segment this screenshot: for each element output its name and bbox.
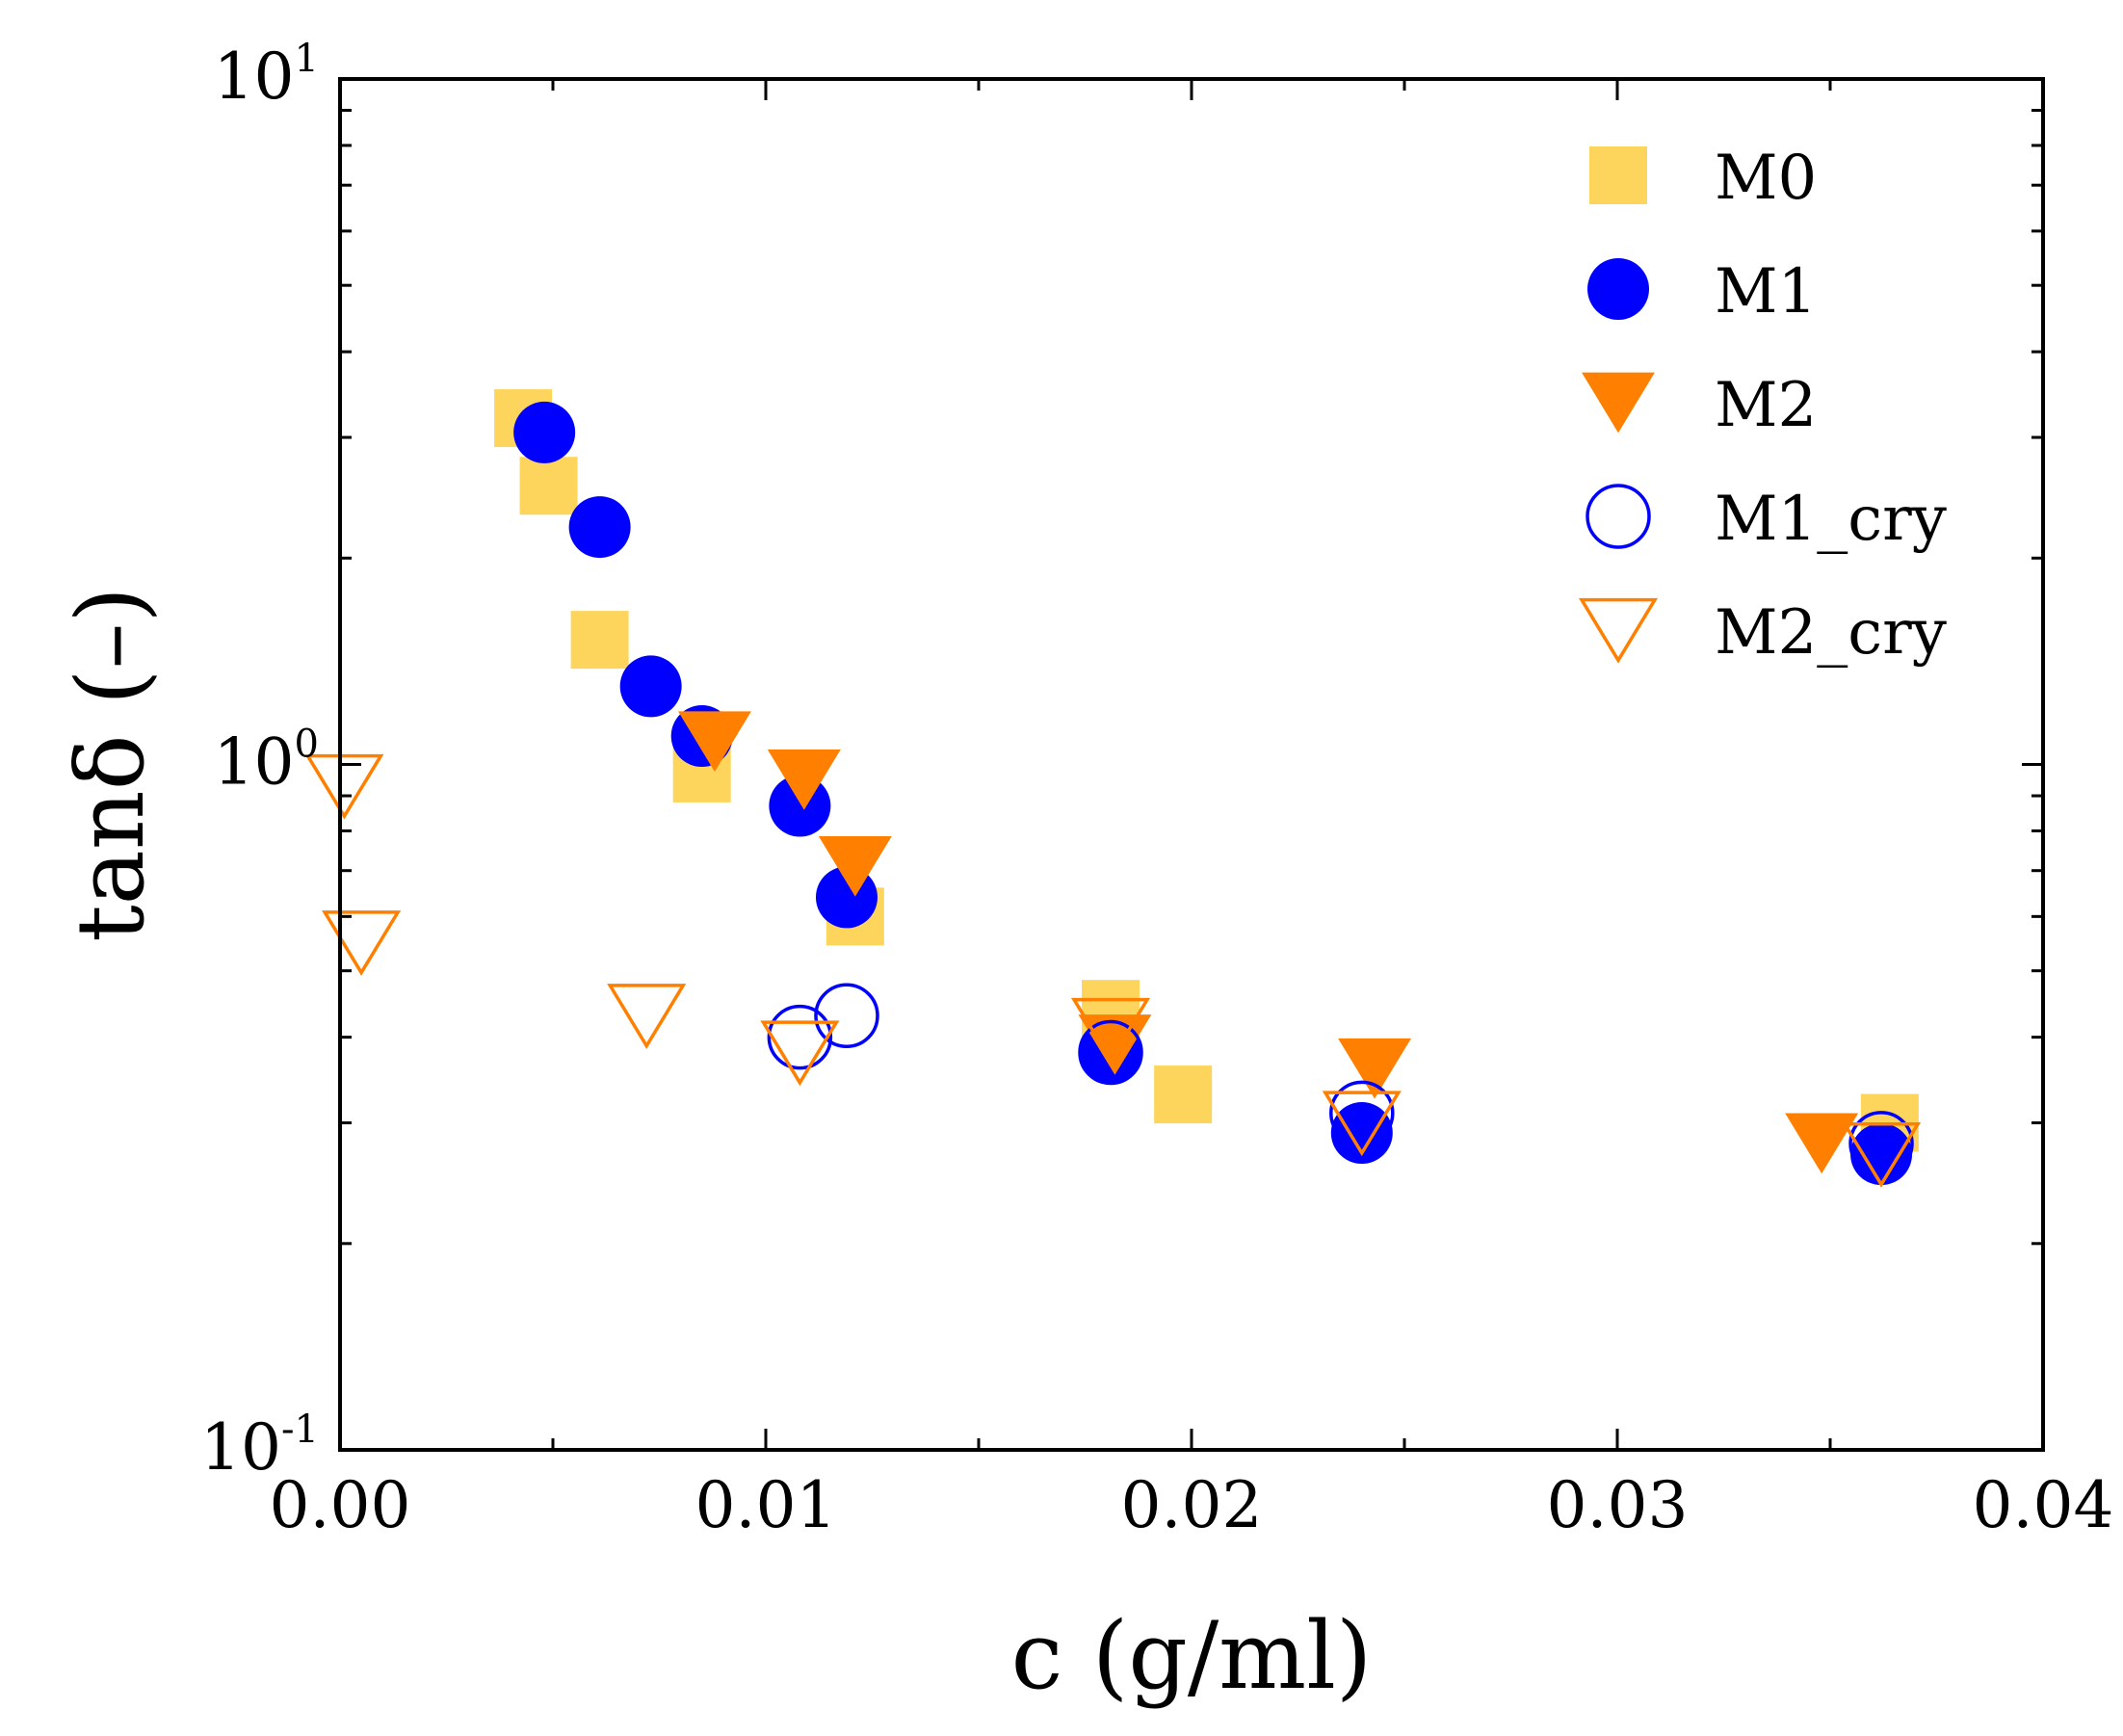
axis-ticks <box>338 77 2045 1452</box>
legend-label: M2_cry <box>1715 597 1947 669</box>
data-point <box>1154 1065 1213 1124</box>
data-point <box>322 910 402 976</box>
x-tick-label: 0.02 <box>1121 1468 1263 1542</box>
data-point <box>619 655 682 718</box>
data-point <box>607 984 687 1050</box>
legend: M0 M1 M2 M1_cry M2_cry <box>1578 143 1947 669</box>
data-point <box>1848 1111 1914 1176</box>
legend-marker <box>1582 372 1655 434</box>
data-point <box>760 1020 840 1087</box>
legend-marker <box>1587 258 1649 320</box>
data-point <box>519 457 578 515</box>
y-tick-label: 101 <box>214 37 319 114</box>
legend-label: M1 <box>1715 256 1817 328</box>
data-point <box>513 401 576 463</box>
data-point <box>818 835 892 897</box>
y-axis-title: tanδ (–) <box>57 587 165 942</box>
x-tick-label: 0.04 <box>1973 1468 2114 1542</box>
data-point <box>568 496 631 559</box>
series-m0 <box>494 389 1919 1152</box>
y-tick-label: 10-1 <box>200 1407 319 1485</box>
y-tick-label: 100 <box>214 723 319 800</box>
x-tick-label: 0.01 <box>695 1468 837 1542</box>
data-point <box>678 711 751 773</box>
data-point <box>1322 1091 1402 1157</box>
data-point <box>1330 1102 1393 1165</box>
data-point <box>767 749 841 810</box>
legend-marker <box>1589 146 1647 204</box>
tick-labels: 0.00 0.01 0.02 0.03 0.04 10-1 100 101 <box>200 37 2113 1542</box>
data-point <box>1841 1121 1922 1188</box>
series-m1-cry <box>767 983 1914 1176</box>
series-m2 <box>678 711 1859 1174</box>
data-point <box>304 753 384 820</box>
legend-label: M1_cry <box>1715 484 1947 555</box>
data-point <box>1329 1080 1395 1146</box>
data-point <box>1070 997 1151 1064</box>
data-point <box>1078 1019 1143 1086</box>
x-tick-label: 0.00 <box>270 1468 411 1542</box>
x-axis-title: c (g/ml) <box>1011 1602 1373 1710</box>
legend-marker <box>1578 597 1659 664</box>
data-point <box>1338 1038 1412 1099</box>
data-point <box>767 1004 833 1070</box>
series-m2-cry <box>304 753 1922 1188</box>
data-point <box>570 611 629 670</box>
x-tick-label: 0.03 <box>1547 1468 1689 1542</box>
legend-marker <box>1586 484 1651 549</box>
data-point <box>1785 1113 1859 1174</box>
legend-label: M2 <box>1715 370 1817 441</box>
data-point <box>814 983 879 1049</box>
data-marks <box>304 389 1922 1188</box>
legend-label: M0 <box>1715 143 1817 214</box>
